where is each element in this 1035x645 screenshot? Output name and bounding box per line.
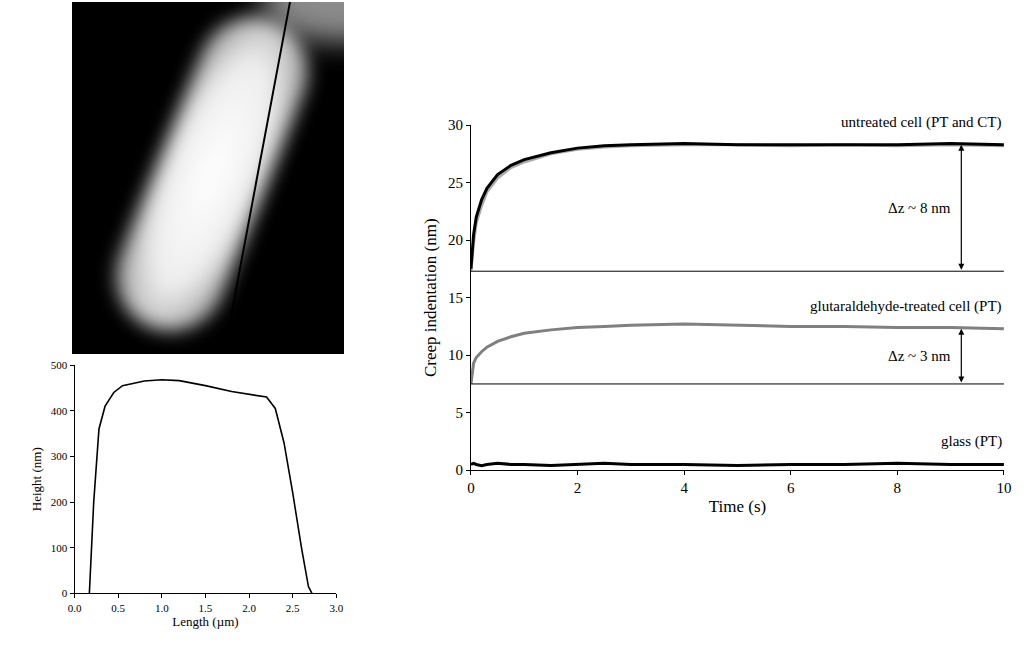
svg-text:0.0: 0.0	[68, 602, 82, 614]
svg-text:0: 0	[62, 587, 68, 599]
svg-text:Height (nm): Height (nm)	[29, 447, 44, 511]
svg-text:500: 500	[51, 359, 68, 371]
svg-text:1.5: 1.5	[199, 602, 213, 614]
svg-text:0.5: 0.5	[111, 602, 125, 614]
svg-text:30: 30	[448, 117, 463, 133]
svg-text:10: 10	[996, 480, 1011, 496]
svg-text:2: 2	[574, 480, 582, 496]
svg-text:4: 4	[680, 480, 688, 496]
svg-text:5: 5	[455, 405, 463, 421]
svg-text:3.0: 3.0	[330, 602, 344, 614]
svg-text:0: 0	[467, 480, 475, 496]
svg-text:Δz ~ 3 nm: Δz ~ 3 nm	[888, 348, 951, 364]
svg-text:200: 200	[51, 496, 68, 508]
svg-text:Time (s): Time (s)	[709, 497, 766, 516]
svg-text:25: 25	[448, 175, 463, 191]
svg-text:2.0: 2.0	[242, 602, 256, 614]
svg-text:100: 100	[51, 542, 68, 554]
svg-text:300: 300	[51, 450, 68, 462]
svg-text:Length (µm): Length (µm)	[172, 614, 238, 629]
svg-text:8: 8	[894, 480, 902, 496]
svg-text:untreated cell (PT and CT): untreated cell (PT and CT)	[841, 114, 1002, 131]
svg-text:glutaraldehyde-treated cell (P: glutaraldehyde-treated cell (PT)	[810, 298, 1002, 315]
svg-text:15: 15	[448, 290, 463, 306]
svg-text:2.5: 2.5	[286, 602, 300, 614]
svg-text:6: 6	[787, 480, 795, 496]
svg-text:10: 10	[448, 347, 463, 363]
svg-text:1.0: 1.0	[155, 602, 169, 614]
svg-text:400: 400	[51, 405, 68, 417]
svg-text:Creep indentation (nm): Creep indentation (nm)	[421, 218, 440, 377]
svg-text:20: 20	[448, 232, 463, 248]
svg-text:Δz ~ 8 nm: Δz ~ 8 nm	[888, 200, 951, 216]
svg-text:glass (PT): glass (PT)	[941, 433, 1002, 450]
svg-text:0: 0	[455, 462, 463, 478]
